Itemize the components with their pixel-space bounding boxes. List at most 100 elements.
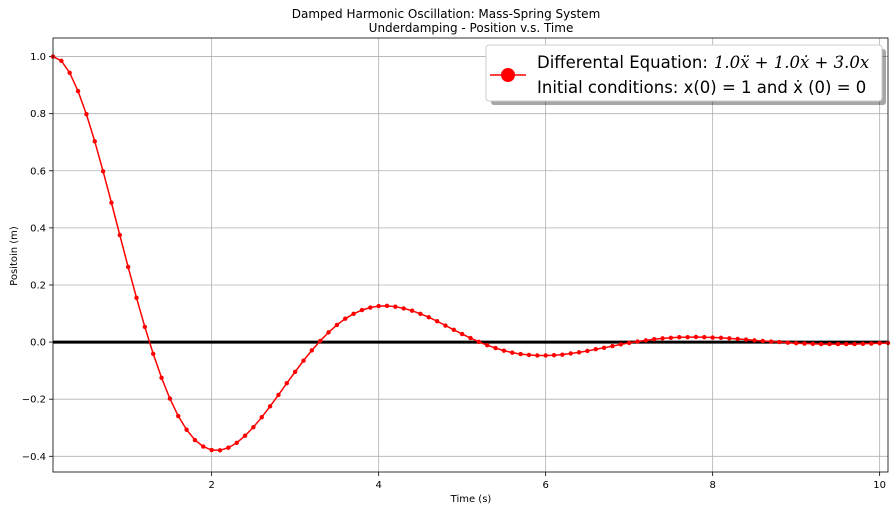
data-point [309, 348, 315, 353]
data-point [810, 341, 816, 346]
data-point [618, 342, 623, 347]
y-tick-label: −0.2 [22, 395, 46, 406]
data-point [176, 413, 181, 419]
data-point [643, 338, 649, 343]
x-tick-label: 10 [873, 480, 886, 491]
data-point [785, 340, 790, 345]
data-point [451, 327, 456, 333]
data-point [668, 335, 674, 341]
data-point [626, 340, 632, 346]
data-point [109, 200, 114, 205]
data-point [793, 341, 799, 346]
data-point [192, 437, 198, 443]
data-point [593, 347, 598, 352]
x-axis-label: Time (s) [450, 494, 492, 505]
data-point [743, 337, 749, 342]
data-point [376, 303, 381, 309]
data-point [601, 345, 607, 350]
data-point [777, 339, 782, 345]
plot-background [53, 38, 888, 472]
data-point [526, 352, 532, 358]
data-point [259, 414, 264, 420]
data-point [827, 341, 832, 347]
chart-title: Damped Harmonic Oscillation: Mass-Spring… [292, 7, 601, 21]
data-point [67, 70, 72, 76]
data-point [276, 392, 281, 398]
data-point [167, 396, 173, 401]
data-point [334, 322, 340, 328]
data-point [292, 369, 298, 374]
data-point [301, 358, 306, 363]
x-tick-label: 2 [208, 480, 214, 491]
data-point [351, 311, 356, 317]
data-point [359, 307, 365, 313]
data-point [844, 341, 849, 347]
data-point [401, 306, 406, 311]
data-point [568, 351, 573, 356]
data-point [693, 334, 699, 340]
legend-marker [501, 68, 515, 82]
data-point [434, 319, 440, 324]
data-point [819, 341, 824, 347]
data-point [718, 335, 724, 341]
data-point [702, 335, 707, 340]
data-point [393, 304, 398, 309]
data-point [318, 338, 323, 344]
plot-area: 2 4 6 8 10 −0.4 −0.2 0.0 0.2 0.4 0.6 0.8 1.0 [22, 37, 891, 491]
data-point [418, 311, 423, 317]
data-point [752, 338, 757, 343]
data-point [485, 343, 490, 348]
y-tick-label: −0.4 [22, 452, 46, 463]
data-point [518, 351, 523, 357]
legend-entry-line1: Differental Equation: 1.0ẍ + 1.0ẋ + 3.0x [537, 53, 870, 72]
legend: Differental Equation: 1.0ẍ + 1.0ẋ + 3.0x … [485, 44, 886, 105]
data-point [760, 338, 765, 344]
legend-entry-line2: Initial conditions: x(0) = 1 and ẋ (0) =… [537, 78, 866, 97]
data-point [735, 336, 740, 342]
y-tick-label: 1.0 [30, 52, 46, 63]
data-point [201, 444, 206, 449]
y-tick-label: 0.8 [30, 109, 46, 120]
y-tick-label: 0.2 [30, 280, 46, 291]
data-point [209, 447, 214, 453]
data-point [409, 308, 415, 313]
data-point [835, 341, 841, 347]
data-point [727, 336, 732, 341]
data-point [284, 381, 289, 386]
axes-frame [52, 37, 889, 473]
data-point [869, 341, 874, 346]
x-tick-label: 8 [709, 480, 715, 491]
y-tick-label: 0.4 [30, 223, 46, 234]
y-tick-label: 0.6 [30, 166, 46, 177]
data-point [443, 323, 448, 328]
data-point [501, 348, 507, 353]
data-point [551, 353, 557, 358]
data-point [84, 112, 89, 117]
data-point [585, 348, 590, 354]
y-tick-label: 0.0 [30, 338, 46, 349]
data-point [142, 324, 148, 330]
data-point [710, 335, 715, 340]
data-point [677, 335, 682, 340]
data-point [852, 341, 857, 347]
data-point [134, 295, 139, 301]
data-point [226, 445, 231, 450]
data-point [151, 351, 156, 356]
legend-box [485, 44, 883, 102]
x-tick-label: 4 [375, 480, 381, 491]
data-point [184, 427, 189, 432]
legend-equation-prefix: Differental Equation: [537, 53, 708, 72]
data-point [326, 330, 331, 335]
data-point [234, 440, 239, 446]
data-point [860, 341, 866, 346]
data-point [685, 335, 690, 340]
data-point [535, 353, 540, 358]
data-point [802, 341, 807, 346]
data-point [267, 404, 273, 409]
data-point [242, 433, 248, 438]
data-point [660, 336, 665, 341]
data-point [217, 448, 223, 453]
data-point [92, 139, 97, 144]
data-point [610, 343, 615, 349]
data-point [368, 305, 373, 310]
